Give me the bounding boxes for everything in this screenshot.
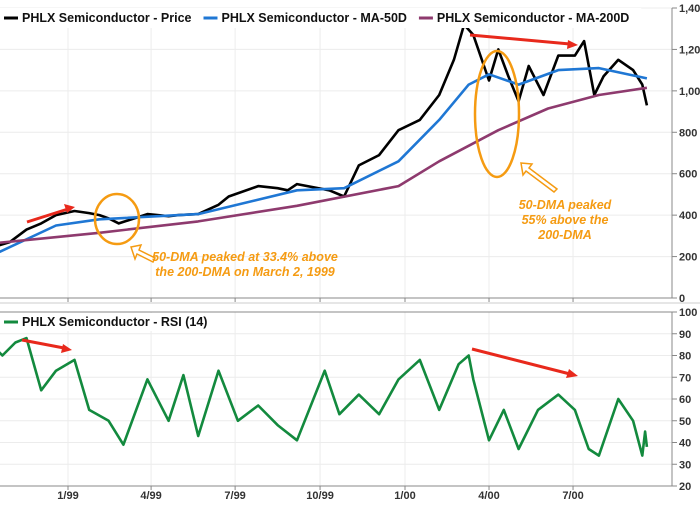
annotation-1999-line1: 50-DMA peaked at 33.4% above: [152, 250, 338, 264]
y-tick-label: 400: [679, 210, 697, 222]
series-line-phlx-semiconductor-rsi-14-: [0, 336, 649, 457]
x-tick-label: 1/00: [394, 490, 415, 500]
legend-price: PHLX Semiconductor - Price: [22, 11, 192, 25]
x-tick-label: 4/00: [478, 490, 499, 500]
x-tick-label: 10/99: [306, 490, 334, 500]
hollow-arrow-2000: [520, 162, 559, 193]
y-tick-label: 30: [679, 459, 691, 471]
y-tick-label: 20: [679, 481, 691, 493]
y-tick-label: 600: [679, 169, 697, 181]
y-tick-label: 80: [679, 351, 691, 363]
highlight-ellipse-2000: [473, 49, 521, 179]
y-tick-label: 40: [679, 438, 691, 450]
x-tick-label: 1/99: [57, 490, 78, 500]
y-tick-label: 90: [679, 329, 691, 341]
x-tick-label: 7/99: [224, 490, 245, 500]
y-tick-label: 60: [679, 394, 691, 406]
y-tick-label: 1,400: [679, 3, 700, 15]
legend-ma50: PHLX Semiconductor - MA-50D: [221, 11, 406, 25]
red-trend-arrow-rsi-1999: [21, 338, 72, 353]
highlight-ellipse-1999: [93, 192, 141, 246]
series-line-phlx-semiconductor-ma-200d: [0, 86, 648, 245]
legend-item-price: PHLX Semiconductor - Price: [4, 11, 192, 25]
annotation-2000-line3: 200-DMA: [537, 228, 592, 242]
y-tick-label: 0: [679, 293, 685, 305]
y-tick-label: 1,000: [679, 86, 700, 98]
y-tick-label: 100: [679, 307, 697, 319]
annotation-2000-line1: 50-DMA peaked: [519, 198, 612, 212]
axis-ticks: 0 200 400 600 800 1,000 1,200 1,400 20 30 40 50 60 70…: [57, 3, 700, 502]
price-legend: PHLX Semiconductor - Price PHLX Semicond…: [0, 8, 642, 28]
annotations: [21, 33, 578, 378]
legend-item-ma200: PHLX Semiconductor - MA-200D: [418, 11, 629, 25]
red-trend-arrow-price-1999: [26, 204, 75, 224]
y-tick-label: 70: [679, 372, 691, 384]
legend-ma200: PHLX Semiconductor - MA-200D: [437, 11, 629, 25]
annotation-1999-line2: the 200-DMA on March 2, 1999: [155, 265, 335, 279]
rsi-panel-grid: [0, 311, 672, 487]
y-tick-label: 1,200: [679, 44, 700, 56]
x-tick-label: 4/99: [140, 490, 161, 500]
series-line-phlx-semiconductor-ma-50d: [0, 66, 648, 254]
legend-item-ma50: PHLX Semiconductor - MA-50D: [203, 11, 407, 25]
series-lines: [0, 23, 649, 457]
x-tick-label: 7/00: [562, 490, 583, 500]
series-line-phlx-semiconductor-price: [0, 23, 649, 247]
rsi-legend: PHLX Semiconductor - RSI (14): [0, 313, 216, 331]
red-trend-arrow-price-2000: [469, 33, 578, 49]
y-tick-label: 200: [679, 252, 697, 264]
legend-rsi: PHLX Semiconductor - RSI (14): [22, 315, 207, 329]
y-tick-label: 800: [679, 127, 697, 139]
y-tick-label: 50: [679, 416, 691, 428]
annotation-2000-line2: 55% above the: [522, 213, 609, 227]
red-trend-arrow-rsi-2000: [471, 347, 578, 378]
hollow-arrow-1999: [130, 243, 157, 264]
